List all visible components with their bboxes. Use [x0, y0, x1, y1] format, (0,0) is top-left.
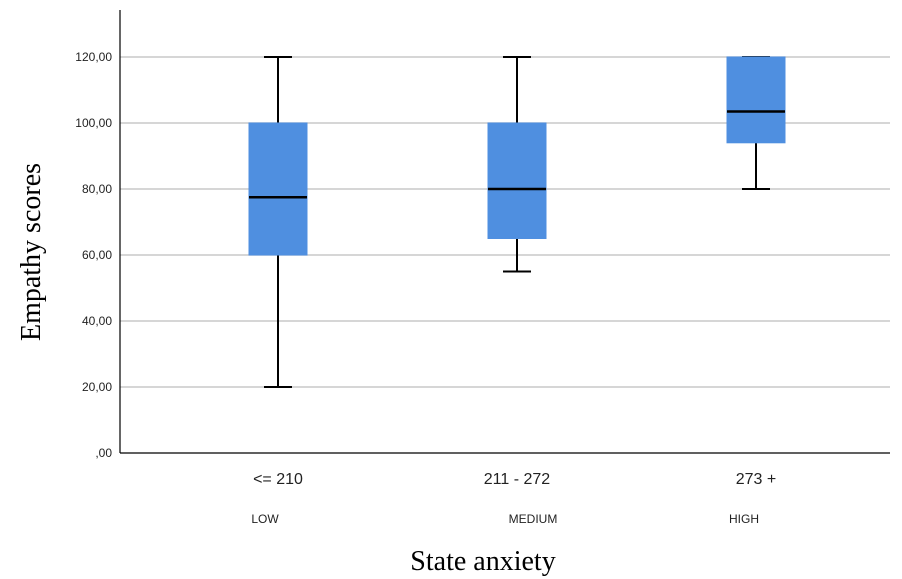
x-category-labels: <= 210 211 - 272 273 + LOW MEDIUM HIGH	[251, 471, 776, 526]
x-axis-title: State anxiety	[410, 546, 555, 577]
y-tick-label: 120,00	[75, 50, 112, 64]
x-category-sublabel: HIGH	[729, 512, 759, 526]
y-tick-labels: ,00 20,00 40,00 60,00 80,00 100,00 120,00	[75, 50, 112, 460]
box-group	[487, 56, 547, 273]
y-tick-label: 40,00	[82, 314, 112, 328]
y-tick-label: 60,00	[82, 248, 112, 262]
y-tick-label: 100,00	[75, 116, 112, 130]
y-axis-title: Empathy scores	[16, 163, 47, 341]
x-category-label: <= 210	[253, 471, 303, 488]
box-group	[726, 56, 786, 190]
y-tick-label: ,00	[95, 446, 112, 460]
boxes	[248, 56, 786, 388]
y-tick-label: 20,00	[82, 380, 112, 394]
iqr-box	[726, 56, 786, 144]
box-group	[248, 56, 308, 388]
iqr-box	[248, 122, 308, 256]
x-category-sublabel: MEDIUM	[509, 512, 558, 526]
y-tick-label: 80,00	[82, 182, 112, 196]
iqr-box	[487, 122, 547, 239]
x-category-sublabel: LOW	[251, 512, 279, 526]
x-category-label: 211 - 272	[484, 471, 551, 488]
x-category-label: 273 +	[736, 471, 776, 488]
